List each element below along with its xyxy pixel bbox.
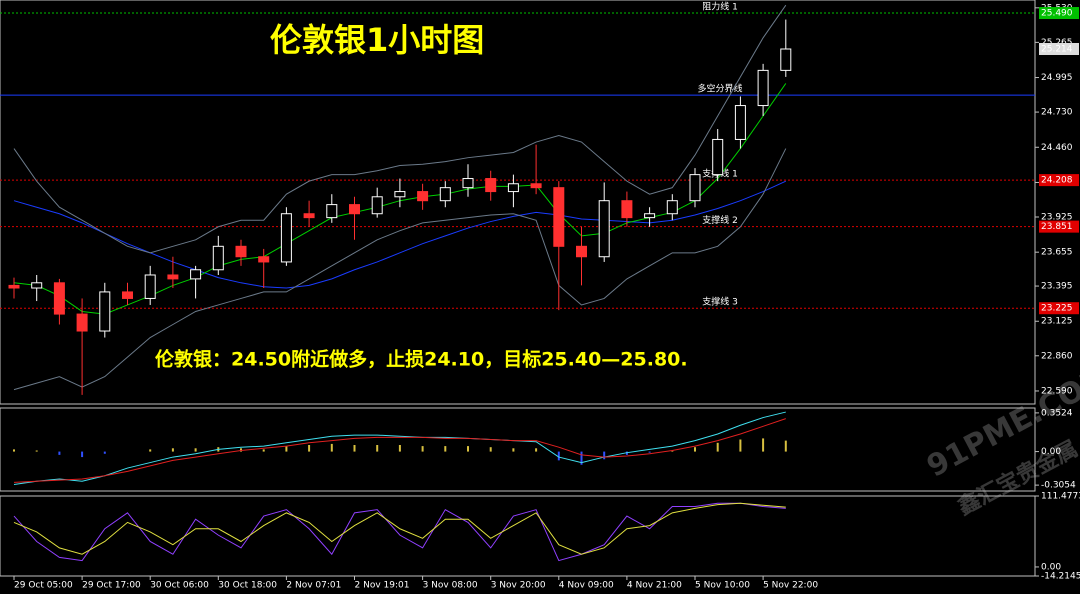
y-tick-label: -0.3054 bbox=[1041, 481, 1076, 491]
candle-body bbox=[76, 313, 88, 332]
x-tick-label: 5 Nov 10:00 bbox=[695, 581, 750, 591]
candle-body bbox=[689, 174, 701, 202]
level-box bbox=[1039, 7, 1079, 20]
candle-body bbox=[280, 213, 292, 263]
x-tick-label: 29 Oct 05:00 bbox=[14, 581, 73, 591]
x-tick-label: 5 Nov 22:00 bbox=[763, 581, 818, 591]
candle-body bbox=[576, 245, 587, 258]
indicator-line bbox=[13, 4, 787, 254]
y-tick-label: 22.590 bbox=[1041, 386, 1073, 396]
candle-body bbox=[462, 178, 474, 189]
candle-body bbox=[371, 196, 383, 215]
candle-body bbox=[621, 200, 633, 219]
chart-title: 伦敦银1小时图 bbox=[270, 21, 484, 59]
candle-body bbox=[553, 187, 565, 247]
indicator-line bbox=[13, 502, 786, 555]
candle-body bbox=[53, 282, 65, 315]
candle-body bbox=[258, 256, 270, 263]
x-tick-label: 2 Nov 07:01 bbox=[286, 581, 341, 591]
y-tick-label: 23.395 bbox=[1041, 282, 1073, 292]
candle-body bbox=[394, 191, 406, 198]
indicator-line bbox=[13, 418, 786, 483]
y-tick-label: 22.860 bbox=[1041, 351, 1073, 361]
y-tick-label: 24.460 bbox=[1041, 143, 1073, 153]
candle-body bbox=[417, 191, 429, 202]
level-box bbox=[1039, 220, 1079, 233]
x-tick-label: 3 Nov 08:00 bbox=[423, 581, 478, 591]
y-tick-label: 25.265 bbox=[1041, 38, 1073, 48]
level-value: 23.851 bbox=[1041, 222, 1073, 232]
level-label: 阻力线 1 bbox=[702, 1, 738, 13]
annotation: 伦敦银：24.50附近做多，止损24.10，目标25.40—25.80. bbox=[155, 348, 688, 371]
price-box bbox=[1039, 43, 1079, 56]
candle-body bbox=[734, 105, 746, 140]
level-label: 支撑线 2 bbox=[702, 214, 738, 226]
x-tick-label: 4 Nov 21:00 bbox=[627, 581, 682, 591]
y-tick-label: 0.3524 bbox=[1041, 408, 1073, 418]
x-tick-label: 3 Nov 20:00 bbox=[491, 581, 546, 591]
x-tick-label: 4 Nov 09:00 bbox=[559, 581, 614, 591]
level-value: 25.490 bbox=[1041, 9, 1073, 19]
candle-body bbox=[31, 282, 43, 289]
panel-frame bbox=[0, 0, 1036, 405]
y-tick-label: -14.2145 bbox=[1041, 572, 1080, 582]
candle-body bbox=[666, 200, 678, 215]
candle-body bbox=[349, 204, 360, 215]
panel-frame bbox=[0, 495, 1036, 577]
candle-body bbox=[144, 274, 156, 299]
candle-body bbox=[507, 183, 519, 193]
level-box bbox=[1039, 174, 1079, 187]
candle-body bbox=[190, 269, 202, 280]
y-tick-label: 24.995 bbox=[1041, 73, 1073, 83]
y-tick-label: 0.00 bbox=[1041, 562, 1061, 572]
candle-body bbox=[598, 200, 610, 258]
y-tick-label: 23.125 bbox=[1041, 317, 1073, 327]
x-tick-label: 30 Oct 18:00 bbox=[218, 581, 277, 591]
candle-body bbox=[303, 213, 315, 219]
candle-body bbox=[99, 291, 111, 332]
level-label: 多空分界线 bbox=[697, 83, 742, 95]
candle-body bbox=[122, 291, 133, 299]
candle-body bbox=[326, 204, 338, 219]
indicator-line bbox=[13, 411, 786, 486]
candle-body bbox=[780, 48, 792, 71]
indicator-line bbox=[13, 148, 787, 391]
candle-body bbox=[439, 187, 451, 202]
y-tick-label: 23.655 bbox=[1041, 248, 1073, 258]
level-value: 24.208 bbox=[1041, 176, 1073, 186]
candle-body bbox=[235, 245, 247, 258]
x-tick-label: 30 Oct 06:00 bbox=[150, 581, 209, 591]
y-tick-label: 0.00 bbox=[1041, 447, 1061, 457]
panel-frame bbox=[0, 407, 1036, 492]
y-tick-label: 111.4773 bbox=[1041, 492, 1080, 502]
level-label: 支撑线 3 bbox=[702, 296, 738, 308]
candle-body bbox=[757, 69, 769, 107]
candle-body bbox=[644, 213, 656, 219]
candle-body bbox=[530, 183, 542, 189]
candle-body bbox=[712, 138, 724, 176]
y-tick-label: 24.730 bbox=[1041, 108, 1073, 118]
level-box bbox=[1039, 302, 1079, 315]
candle-body bbox=[485, 178, 497, 193]
x-tick-label: 2 Nov 19:01 bbox=[355, 581, 410, 591]
candle-body bbox=[212, 245, 224, 271]
y-tick-label: 23.925 bbox=[1041, 212, 1073, 222]
level-value: 23.225 bbox=[1041, 304, 1073, 314]
candle-body bbox=[167, 274, 179, 280]
x-tick-label: 29 Oct 17:00 bbox=[82, 581, 141, 591]
indicator-line bbox=[13, 180, 787, 289]
price-label: 25.214 bbox=[1041, 45, 1073, 55]
candle-body bbox=[8, 284, 20, 289]
